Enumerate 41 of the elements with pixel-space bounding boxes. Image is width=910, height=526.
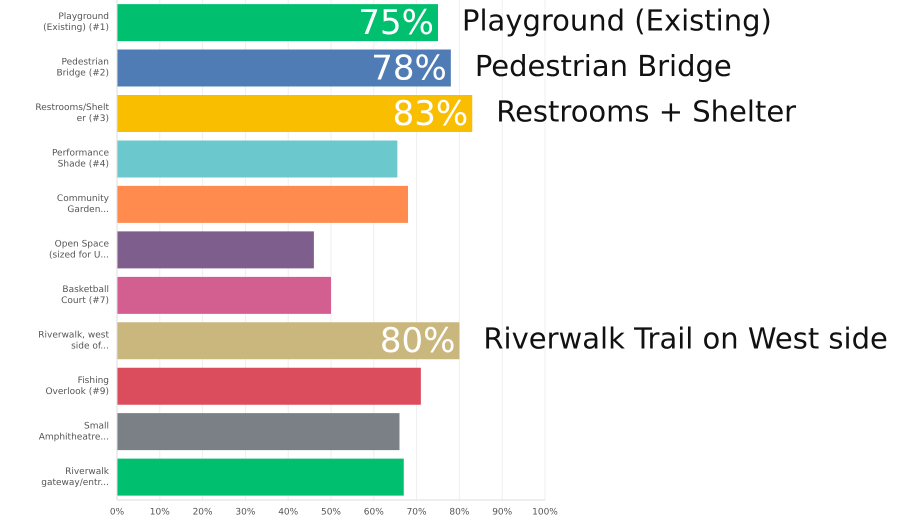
bar [117,413,400,450]
x-tick-label: 70% [406,507,428,518]
x-tick-label: 0% [110,507,125,518]
bar [117,140,398,178]
y-tick-label: Basketball Court (#7) [61,285,109,306]
y-tick-label: Pedestrian Bridge (#2) [56,58,109,80]
y-tick-label: Riverwalk, west side of... [38,330,110,352]
y-tick-label: Small Amphitheatre... [38,422,109,443]
y-tick-label: Playground (Existing) (#1) [43,12,109,34]
data-label: 75% [358,2,434,43]
y-tick-label: Fishing Overlook (#9) [45,376,109,398]
x-tick-label: 90% [492,507,513,518]
x-tick-label: 20% [192,507,214,518]
bar [117,322,460,360]
data-label: 78% [371,48,447,88]
y-tick-label: Riverwalk gateway/entr... [41,467,110,488]
x-tick-label: 50% [320,507,342,518]
bar [117,4,438,42]
x-tick-label: 100% [532,507,558,518]
y-tick-label: Performance Shade (#4) [52,149,110,170]
x-tick-label: 40% [278,507,299,518]
data-label: 83% [392,94,468,134]
bar [117,231,314,268]
bar [117,458,404,496]
x-tick-label: 30% [235,507,256,518]
x-tick-label: 10% [150,507,170,518]
bar [117,50,451,87]
x-tick-label: 60% [364,507,384,518]
bar [117,186,408,223]
x-tick-label: 80% [449,507,470,518]
bar [117,95,472,132]
annotation: Restrooms + Shelter [496,94,796,128]
bar [117,368,421,405]
data-label: 80% [380,321,456,362]
annotation: Riverwalk Trail on West side [483,322,888,356]
bar [117,276,331,314]
y-tick-label: Restrooms/Shelter (#3) [35,104,110,125]
y-tick-label: Open Space (sized for U... [49,240,110,261]
annotation: Pedestrian Bridge [474,48,732,83]
annotation: Playground (Existing) [462,4,772,38]
y-tick-label: Community Garden... [56,194,110,216]
